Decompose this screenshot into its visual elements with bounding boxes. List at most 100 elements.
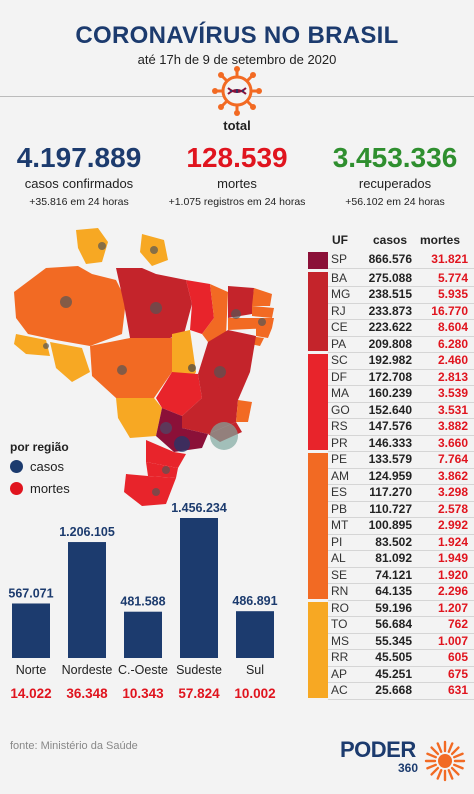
table-cell-mortes: 2.460 xyxy=(437,353,468,367)
map-state-ms xyxy=(116,398,162,438)
bar-category-label: C.-Oeste xyxy=(118,663,168,677)
death-value-label: 10.343 xyxy=(122,686,164,700)
map-bubble xyxy=(150,302,162,314)
table-cell-uf: PR xyxy=(331,435,348,450)
table-cell-uf: SE xyxy=(331,567,348,582)
map-bubble xyxy=(150,246,158,254)
table-cell-casos: 209.808 xyxy=(368,336,412,351)
table-cell-mortes: 1.207 xyxy=(437,600,468,615)
bar-c.-oeste xyxy=(124,611,162,658)
bar-category-label: Sul xyxy=(246,663,264,677)
row-separator xyxy=(328,267,474,269)
table-cell-casos: 147.576 xyxy=(368,419,412,433)
tier-strip xyxy=(308,271,328,351)
table-cell-uf: GO xyxy=(331,402,350,417)
table-cell-uf: RJ xyxy=(331,303,346,318)
row-separator xyxy=(328,418,474,419)
sunburst-icon xyxy=(424,740,466,782)
table-cell-mortes: 3.298 xyxy=(437,485,468,499)
recovered-total: 3.453.336 xyxy=(332,142,458,173)
map-state-ma xyxy=(186,280,214,334)
row-separator xyxy=(328,500,474,502)
table-cell-mortes: 2.813 xyxy=(437,369,468,384)
table-cell-casos: 233.873 xyxy=(368,303,412,318)
brazil-map xyxy=(14,228,274,506)
map-bubble xyxy=(174,436,190,452)
highlight-swatch xyxy=(310,253,324,266)
table-cell-mortes: 3.862 xyxy=(437,468,468,483)
table-cell-mortes: 5.935 xyxy=(437,287,468,301)
table-cell-mortes: 762 xyxy=(447,617,468,631)
table-cell-casos: 117.270 xyxy=(369,485,412,499)
table-cell-uf: AL xyxy=(331,551,346,565)
row-separator xyxy=(328,632,474,634)
row-separator xyxy=(328,286,474,287)
map-state-rs xyxy=(124,474,176,506)
table-cell-uf: AM xyxy=(331,468,349,483)
table-cell-casos: 160.239 xyxy=(368,386,412,400)
table-cell-casos: 124.959 xyxy=(368,468,412,483)
table-cell-uf: MG xyxy=(331,287,351,301)
table-cell-mortes: 1.007 xyxy=(437,633,468,648)
table-cell-casos: 275.088 xyxy=(368,270,412,285)
map-bubble xyxy=(258,318,266,326)
table-cell-mortes: 1.920 xyxy=(437,567,468,582)
row-separator xyxy=(328,665,474,667)
map-state-ba xyxy=(198,330,256,400)
map-bubble xyxy=(60,296,72,308)
map-bubble xyxy=(160,422,172,434)
table-cell-casos: 866.576 xyxy=(368,252,412,266)
table-header-mortes: mortes xyxy=(420,233,461,247)
table-cell-uf: MS xyxy=(331,633,349,648)
map-state-pb xyxy=(252,306,274,318)
table-cell-uf: RN xyxy=(331,584,349,598)
page-subtitle: até 17h de 9 de setembro de 2020 xyxy=(137,52,337,67)
table-cell-mortes: 675 xyxy=(447,666,468,681)
death-value-label: 36.348 xyxy=(66,686,108,700)
map-state-rn xyxy=(252,288,272,306)
table-cell-casos: 110.727 xyxy=(369,501,412,516)
table-cell-casos: 146.333 xyxy=(368,435,412,450)
row-separator xyxy=(328,484,474,485)
table-cell-uf: PE xyxy=(331,452,348,466)
death-value-label: 10.002 xyxy=(234,686,275,700)
map-state-df xyxy=(186,382,196,392)
table-cell-casos: 152.640 xyxy=(368,402,412,417)
legend-title: por região xyxy=(10,440,69,454)
table-cell-uf: AC xyxy=(331,683,348,697)
row-separator xyxy=(328,616,474,617)
table-cell-mortes: 8.604 xyxy=(437,320,468,334)
bar-category-label: Sudeste xyxy=(176,663,222,677)
table-cell-casos: 83.502 xyxy=(375,534,412,549)
map-bubble xyxy=(43,343,49,349)
deaths-delta: +1.075 registros em 24 horas xyxy=(168,196,306,208)
deaths-total: 128.539 xyxy=(186,142,288,173)
row-separator xyxy=(328,533,474,535)
map-state-sp xyxy=(156,408,208,452)
bar-sudeste xyxy=(180,518,218,658)
map-state-ro xyxy=(50,342,90,382)
row-separator xyxy=(328,682,474,683)
table-cell-uf: RR xyxy=(331,650,349,664)
table-cell-uf: DF xyxy=(331,369,347,384)
source-note: fonte: Ministério da Saúde xyxy=(10,740,138,752)
table-cell-mortes: 3.660 xyxy=(437,435,468,450)
death-value-label: 14.022 xyxy=(10,686,51,700)
bar-nordeste xyxy=(68,542,106,658)
table-cell-casos: 64.135 xyxy=(375,584,412,598)
map-bubble xyxy=(162,466,170,474)
cases-total: 4.197.889 xyxy=(16,142,142,173)
table-cell-uf: ES xyxy=(331,485,348,499)
table-cell-mortes: 2.578 xyxy=(437,501,468,516)
table-cell-uf: RO xyxy=(331,600,349,615)
table-cell-casos: 74.121 xyxy=(375,567,412,582)
table-cell-casos: 25.668 xyxy=(375,683,412,697)
table-cell-uf: SC xyxy=(331,353,348,367)
map-state-pr xyxy=(146,440,186,468)
table-cell-uf: PB xyxy=(331,501,348,516)
table-cell-uf: PA xyxy=(331,336,347,351)
table-cell-mortes: 6.280 xyxy=(437,336,468,351)
table-cell-mortes: 605 xyxy=(447,650,468,664)
row-separator xyxy=(328,649,474,650)
table-cell-casos: 223.622 xyxy=(368,320,412,334)
